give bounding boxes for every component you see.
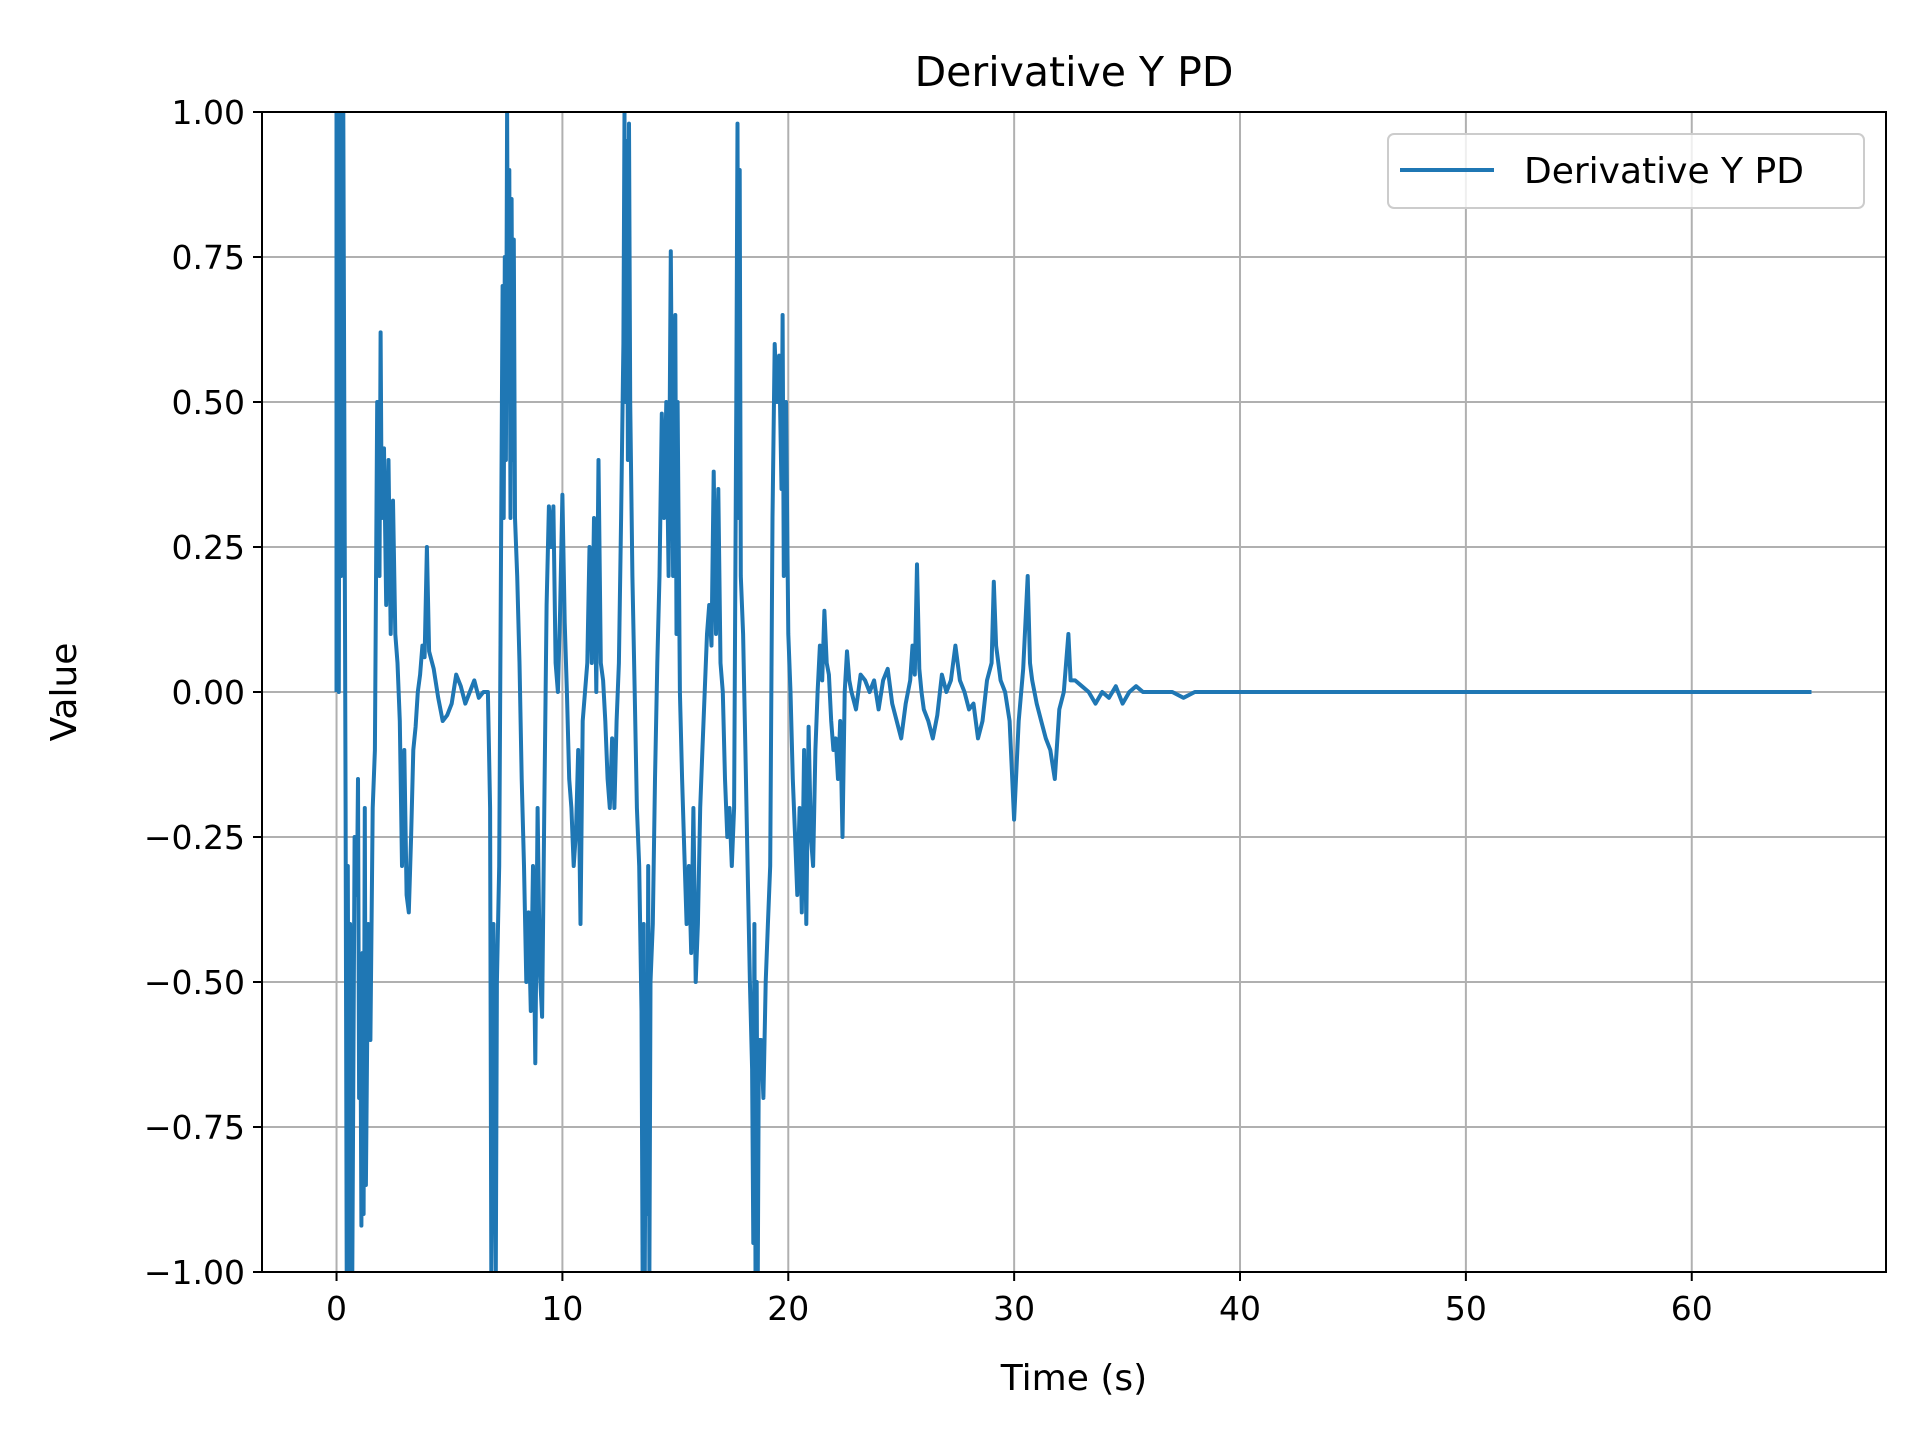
legend-label: Derivative Y PD: [1524, 151, 1804, 192]
y-tick-label: −1.00: [144, 1253, 245, 1292]
series-layer: [334, 112, 1812, 1272]
y-tick-label: 0.50: [172, 383, 245, 422]
y-tick-label: 0.75: [172, 238, 245, 277]
axis-ticks: 0 10 20 30 40 50 60 1.00 0.75 0.50 0.25 0.00 −0.25 −0…: [144, 93, 1713, 1328]
y-tick-label: 0.25: [172, 528, 245, 567]
legend: Derivative Y PD: [1387, 133, 1865, 209]
series-line: [334, 112, 1812, 1272]
x-tick-label: 10: [541, 1289, 583, 1328]
y-tick-label: −0.50: [144, 963, 245, 1002]
legend-box: [1387, 133, 1865, 209]
chart-title: Derivative Y PD: [915, 48, 1234, 96]
x-tick-label: 30: [993, 1289, 1035, 1328]
x-axis-label: Time (s): [1000, 1358, 1147, 1399]
x-tick-label: 60: [1671, 1289, 1713, 1328]
x-tick-label: 50: [1445, 1289, 1487, 1328]
y-tick-label: −0.75: [144, 1108, 245, 1147]
x-tick-label: 40: [1219, 1289, 1261, 1328]
y-tick-label: −0.25: [144, 818, 245, 857]
y-axis-label: Value: [44, 643, 85, 742]
x-tick-label: 20: [767, 1289, 809, 1328]
y-tick-label: 1.00: [172, 93, 245, 132]
y-tick-label: 0.00: [172, 673, 245, 712]
x-tick-label: 0: [326, 1289, 347, 1328]
